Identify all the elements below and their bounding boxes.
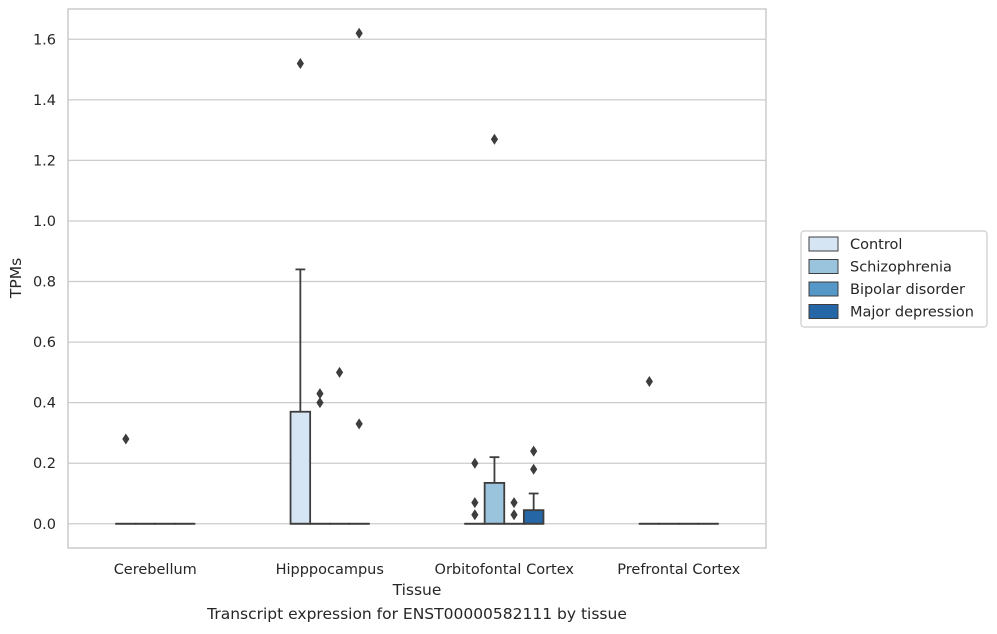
legend-swatch [808, 236, 839, 252]
legend-label: Bipolar disorder [850, 282, 965, 298]
outlier-point [530, 445, 538, 457]
box-body [483, 481, 506, 525]
outlier-point [355, 418, 363, 430]
box-bipolar-disorder [328, 366, 351, 525]
outlier-point [335, 366, 344, 378]
box-major-depression [522, 445, 545, 525]
y-tick-label: 0.4 [33, 396, 56, 412]
plot-frame [67, 8, 767, 549]
box-schizophrenia [483, 133, 506, 525]
outlier-point [316, 397, 324, 409]
box-body [522, 509, 545, 525]
outlier-point [316, 388, 324, 400]
grid-lines [68, 38, 766, 525]
legend-swatch [808, 281, 839, 297]
y-tick-label: 0.6 [33, 335, 56, 351]
x-axis-title: Tissue [392, 581, 442, 599]
box-control [638, 375, 661, 525]
tick-labels: 0.0 0.2 0.4 0.6 0.8 1.0 1.2 1.4 1.6 Cerebellum Hip… [33, 32, 741, 578]
legend-label: Control [850, 237, 902, 253]
outlier-point [355, 27, 363, 39]
outlier-point [471, 457, 479, 469]
boxes [115, 27, 719, 525]
box-major-depression [348, 27, 370, 525]
outlier-point [471, 497, 479, 509]
box-body [289, 410, 312, 525]
legend-swatch [808, 304, 839, 319]
y-tick-label: 0.0 [33, 517, 56, 533]
x-tick-label: Hipppocampus [276, 562, 384, 578]
outlier-point [122, 433, 130, 445]
outlier-point [530, 463, 538, 475]
y-tick-label: 1.0 [33, 214, 56, 230]
legend-swatch [808, 259, 839, 274]
box-bipolar-disorder [503, 497, 525, 525]
outlier-point [471, 509, 479, 521]
outlier-point [510, 497, 518, 509]
outlier-point [296, 58, 304, 70]
box-control [289, 58, 312, 525]
legend: Control Schizophrenia Bipolar disorder Majo… [800, 230, 988, 328]
y-tick-label: 0.2 [33, 456, 56, 472]
y-tick-label: 0.8 [33, 275, 56, 291]
legend-label: Major depression [850, 305, 974, 321]
legend-frame [800, 230, 988, 328]
y-tick-label: 1.6 [33, 32, 56, 48]
outlier-point [490, 133, 499, 145]
box-control [464, 457, 486, 525]
x-tick-label: Prefrontal Cortex [617, 562, 740, 578]
box-control [115, 433, 137, 525]
y-tick-label: 1.4 [33, 93, 56, 109]
x-tick-label: Orbitofontal Cortex [435, 562, 575, 578]
box-schizophrenia [309, 388, 331, 525]
legend-label: Schizophrenia [850, 260, 952, 276]
y-axis-title: TPMs [7, 258, 25, 299]
x-tick-label: Cerebellum [114, 562, 197, 578]
outlier-point [645, 375, 653, 387]
outlier-point [510, 509, 518, 521]
chart-caption: Transcript expression for ENST0000058211… [207, 605, 627, 623]
y-tick-label: 1.2 [33, 153, 56, 169]
